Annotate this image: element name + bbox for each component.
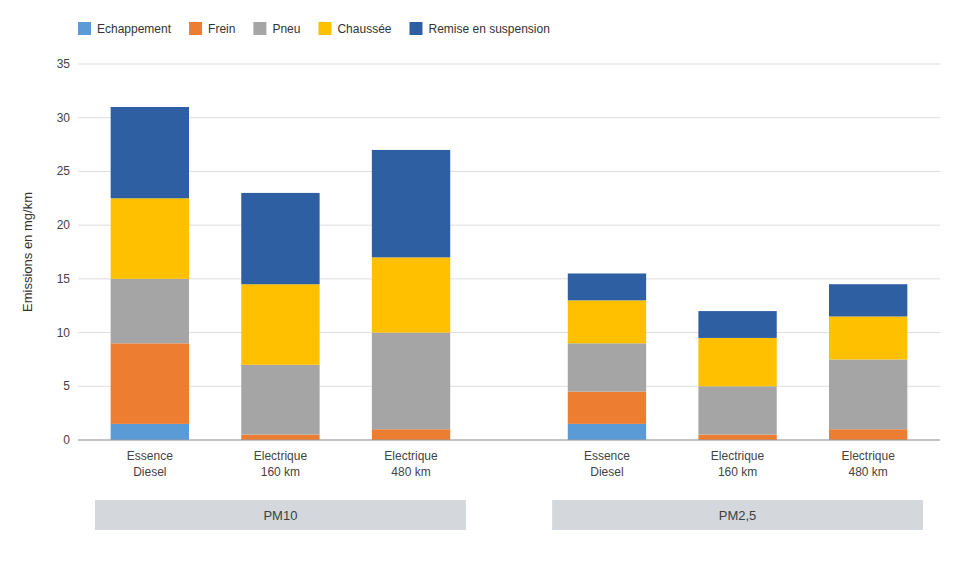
x-tick-label-line: Electrique [254,449,308,463]
x-tick-label-line: Essence [127,449,173,463]
bar-segment [568,343,646,391]
bar-segment [829,429,907,440]
bar-segment [372,257,450,332]
x-tick-label: Electrique 160 km [254,449,308,479]
x-tick-label: Essence Diesel [127,449,173,479]
legend-swatch [318,22,331,35]
grid-line [78,386,940,387]
legend-swatch [78,22,91,35]
group-label: PM10 [263,508,297,523]
y-axis-label: Emissions en mg/km [20,192,35,312]
grid-line [78,332,940,333]
bars [111,107,908,440]
x-tick-label-line: Diesel [590,465,623,479]
legend-label: Remise en suspension [428,22,549,36]
x-tick-label: Electrique 480 km [384,449,438,479]
bar-segment [568,392,646,424]
y-tick-label: 0 [63,433,70,447]
y-tick-label: 5 [63,379,70,393]
x-tick-label-line: 480 km [848,465,887,479]
legend-label: Frein [208,22,235,36]
x-tick-label-line: 160 km [261,465,300,479]
x-tick-label-line: Diesel [133,465,166,479]
grid-line [78,117,940,118]
x-tick-label-line: 160 km [718,465,757,479]
y-tick-label: 30 [57,111,71,125]
bar-segment [372,150,450,257]
x-tick-label: Electrique 160 km [711,449,765,479]
x-tick-label-line: Electrique [711,449,765,463]
bar-segment [111,198,189,279]
bar-segment [241,365,319,435]
bar-segment [111,279,189,343]
x-tick-label-line: Electrique [384,449,438,463]
grid-line [78,171,940,172]
grid-line [78,64,940,65]
bar-segment [698,311,776,338]
bar-segment [829,359,907,429]
grid-line [78,278,940,279]
legend-swatch [409,22,422,35]
bar-segment [698,338,776,386]
chart: 0 5 10 15 20 25 30 35 Emissions en mg/km Essence D… [0,0,964,570]
group-box [552,500,923,530]
legend-swatch [189,22,202,35]
bar-segment [111,107,189,198]
y-tick-label: 15 [57,272,71,286]
bar-segment [241,284,319,365]
y-tick-label: 35 [57,57,71,71]
x-tick-label-line: Essence [584,449,630,463]
bar-segment [568,300,646,343]
legend: Echappement Frein Pneu Chaussée Remise en su… [78,22,550,36]
group-box [95,500,466,530]
bar-segment [372,429,450,440]
grid-line [78,440,940,441]
bar-segment [568,273,646,300]
x-tick-label-line: Electrique [841,449,895,463]
bar-segment [829,316,907,359]
bar-segment [241,435,319,440]
x-axis-line [78,440,940,441]
x-tick-label: Essence Diesel [584,449,630,479]
bar-segment [241,193,319,284]
legend-label: Echappement [97,22,172,36]
grid-line [78,225,940,226]
bar-segment [372,333,450,430]
y-tick-label: 20 [57,218,71,232]
bar-segment [111,343,189,424]
y-tick-label: 25 [57,164,71,178]
bar-segment [111,424,189,440]
bar-segment [698,386,776,434]
bar-segment [829,284,907,316]
legend-label: Pneu [272,22,300,36]
y-tick-label: 10 [57,326,71,340]
x-tick-label-line: 480 km [391,465,430,479]
bar-segment [698,435,776,440]
legend-swatch [253,22,266,35]
bar-segment [568,424,646,440]
x-tick-label: Electrique 480 km [841,449,895,479]
group-label: PM2,5 [719,508,757,523]
legend-label: Chaussée [337,22,391,36]
